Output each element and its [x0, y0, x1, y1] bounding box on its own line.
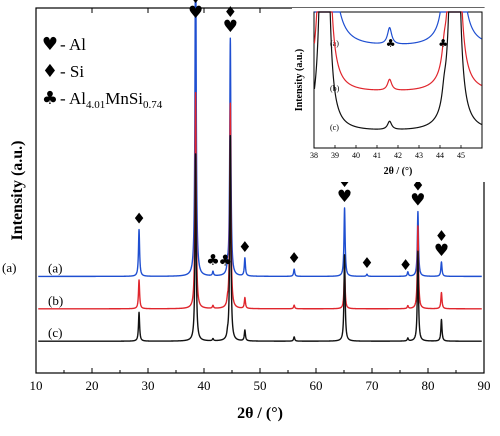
legend-label: - Al4.01MnSi0.74 [60, 89, 163, 111]
peak-marker: ♥ [410, 191, 425, 211]
inset-x-tick-label: 45 [457, 151, 465, 160]
legend-label: - Si [60, 62, 84, 81]
series-label: (a) [48, 260, 62, 275]
inset-peak-marker: ♣ [438, 37, 448, 50]
inset-plot: 38 39 40 41 42 43 44 45 2θ / (°) Intensity (a.u.)… [292, 8, 486, 182]
x-tick-label: 90 [478, 378, 491, 393]
series-line [37, 0, 483, 278]
peak-marker: ♦ [435, 227, 448, 245]
peak-marker: ♥ [434, 241, 449, 261]
peak-marker: ♦ [238, 238, 251, 256]
peak-marker: ♦ [287, 249, 300, 267]
series-line [37, 135, 483, 342]
legend-label: - Al [60, 35, 86, 54]
inset-x-axis-title: 2θ / (°) [384, 166, 413, 177]
peak-marker: ♥ [188, 3, 203, 23]
x-tick-label: 50 [254, 378, 267, 393]
peak-marker: ♦ [132, 210, 145, 228]
x-tick-label: 60 [310, 378, 323, 393]
legend-symbol: ♣ [42, 88, 58, 109]
legend: ♥ - Al♦ - Si♣ - Al4.01MnSi0.74 [42, 34, 163, 111]
legend-label-part: - Al [60, 89, 86, 108]
x-axis-title: 2θ / (°) [237, 405, 283, 422]
x-tick-label: 10 [30, 378, 43, 393]
x-tick-label: 40 [198, 378, 211, 393]
legend-label-part: - Si [60, 62, 84, 81]
inset-x-tick-label: 39 [331, 151, 339, 160]
inset-y-axis-title: Intensity (a.u.) [294, 49, 305, 112]
inset-x-tick-label: 38 [310, 151, 318, 160]
peak-marker: ♦ [224, 3, 237, 21]
legend-label-part: MnSi [105, 89, 143, 108]
legend-symbol: ♦ [42, 61, 58, 82]
peak-marker: ♥ [223, 17, 238, 37]
x-tick-label: 80 [422, 378, 435, 393]
peak-marker: ♦ [360, 254, 373, 272]
main-plot: 10 20 30 40 50 60 70 80 90 2θ / (°) Intensity (a.u… [2, 0, 491, 422]
inset-series-line [313, 11, 482, 130]
inset-series-label: (c) [330, 123, 339, 132]
y-axis-title: Intensity (a.u.) [9, 140, 26, 240]
series-label: (b) [48, 293, 63, 308]
inset-background [292, 8, 486, 182]
outside-label: (a) [2, 260, 16, 275]
peak-marker: ♦ [189, 0, 202, 7]
inset-peak-marker: ♣ [386, 37, 396, 50]
legend-subscript: 0.74 [143, 99, 163, 111]
legend-symbol: ♥ [42, 34, 58, 55]
inset-x-tick-label: 44 [436, 151, 444, 160]
legend-subscript: 4.01 [86, 99, 105, 111]
x-tick-label: 70 [366, 378, 379, 393]
peak-marker: ♣ [219, 251, 232, 269]
inset-x-tick-label: 40 [352, 151, 360, 160]
inset-x-tick-label: 42 [394, 151, 402, 160]
peak-marker: ♦ [399, 256, 412, 274]
peak-marker: ♥ [337, 187, 352, 207]
series-line [37, 92, 483, 310]
legend-label-part: - Al [60, 35, 86, 54]
series-label: (c) [48, 325, 62, 340]
inset-x-tick-label: 41 [373, 151, 381, 160]
x-tick-label: 20 [86, 378, 99, 393]
peak-marker: ♣ [206, 251, 219, 269]
x-tick-label: 30 [142, 378, 155, 393]
inset-x-tick-label: 43 [415, 151, 423, 160]
